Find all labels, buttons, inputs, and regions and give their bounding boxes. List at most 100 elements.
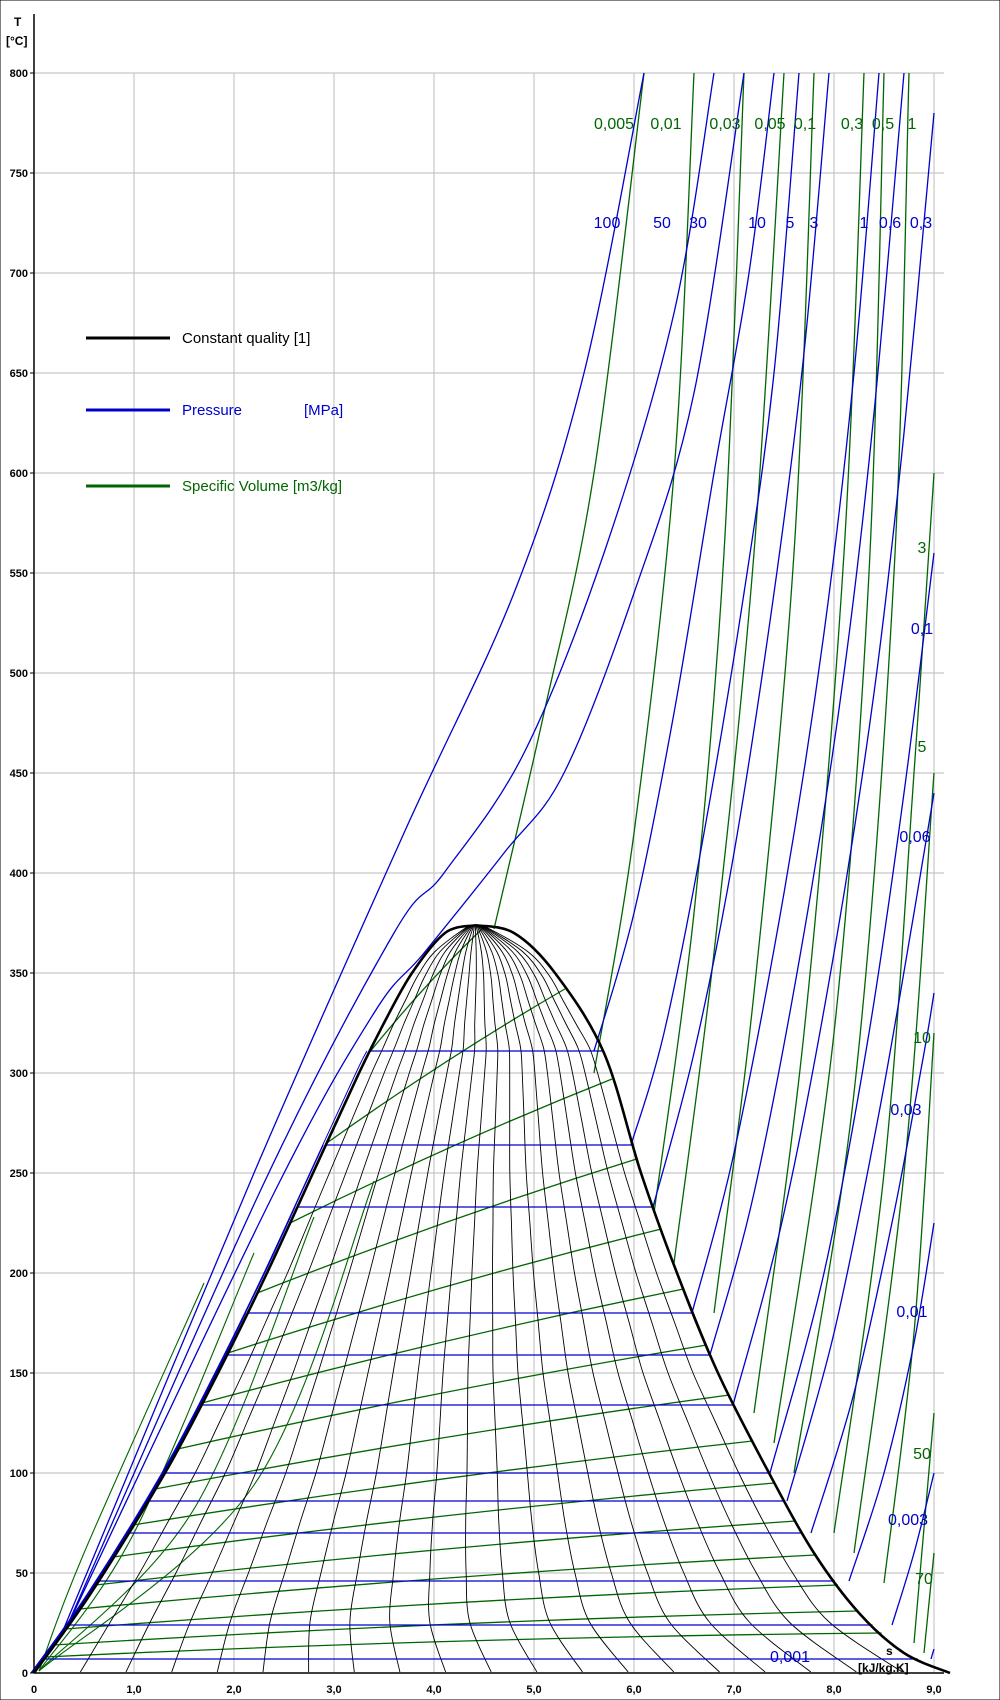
saturation-dome (32, 923, 951, 1675)
quality-line (474, 924, 812, 1673)
isochore-line (593, 72, 695, 1074)
quality-line (349, 924, 476, 1673)
x-tick-label: 1,0 (126, 1684, 141, 1696)
isochore-label: 0,03 (709, 116, 740, 133)
quality-line (428, 924, 477, 1673)
isobar-line (709, 72, 905, 1356)
isobar-line (61, 72, 645, 1634)
quality-line (465, 924, 492, 1673)
isobar-line (63, 72, 715, 1634)
isochore-line (289, 1078, 613, 1224)
isochore-line (713, 72, 815, 1314)
y-tick-label: 300 (10, 1068, 28, 1080)
isochore-line (155, 1394, 730, 1490)
quality-line (171, 924, 476, 1673)
x-tick-label: 7,0 (726, 1684, 741, 1696)
isochore-line (201, 1288, 684, 1404)
quality-line (474, 924, 675, 1673)
x-tick-label: 5,0 (526, 1684, 541, 1696)
isobar-line (810, 992, 935, 1534)
isochore-label: 0,3 (841, 116, 863, 133)
y-axis-unit: [°C] (6, 34, 27, 48)
y-tick-label: 400 (10, 868, 28, 880)
isochore-line (95, 1520, 797, 1586)
legend-label: Constant quality [1] (182, 330, 310, 347)
y-tick-label: 250 (10, 1168, 28, 1180)
quality-line (389, 924, 476, 1673)
isobar-label: 5 (786, 215, 795, 232)
isochore-line (368, 926, 485, 1054)
isobar-label: 0,03 (890, 1102, 921, 1119)
isochore-line (793, 72, 910, 1474)
isobar-line (769, 552, 935, 1474)
quality-line (80, 924, 476, 1673)
legend-unit: [MPa] (304, 402, 343, 419)
isochore-label: 10 (913, 1030, 931, 1047)
isochore-line (326, 988, 566, 1144)
isobar-line (691, 72, 880, 1314)
quality-line (216, 924, 476, 1673)
y-tick-label: 650 (10, 368, 28, 380)
y-tick-label: 200 (10, 1268, 28, 1280)
isobar-line (891, 1472, 935, 1626)
isochore-label: 0,01 (650, 116, 681, 133)
isochore-line (38, 1252, 255, 1672)
legend-item: Constant quality [1] (86, 330, 310, 347)
isochore-line (113, 1482, 775, 1558)
isobar-label: 50 (653, 215, 671, 232)
isochore-line (65, 1584, 839, 1630)
isobar-label: 0,3 (910, 215, 932, 232)
y-tick-label: 50 (16, 1568, 28, 1580)
isochore-label: 5 (918, 739, 927, 756)
quality-line (474, 924, 583, 1673)
quality-line (474, 924, 766, 1673)
quality-line (308, 924, 476, 1673)
isochore-line (132, 1440, 753, 1526)
isochore-line (673, 72, 785, 1264)
y-tick-label: 750 (10, 168, 28, 180)
isochore-line (883, 1032, 935, 1584)
isochore-label: 3 (918, 540, 927, 557)
legend-item: Pressure [MPa] (86, 402, 343, 419)
isobar-label: 0,06 (899, 829, 930, 846)
isobar-line (732, 112, 935, 1406)
isochore-label: 1 (908, 116, 917, 133)
isochore-line (38, 1282, 205, 1672)
x-tick-label: 0 (31, 1684, 37, 1696)
y-tick-label: 600 (10, 468, 28, 480)
legend-label: Specific Volume [m3/kg] (182, 478, 342, 495)
isobar-line (848, 1222, 935, 1582)
isobar-label: 100 (594, 215, 621, 232)
isochore-line (38, 1180, 375, 1672)
isobar-label: 0,001 (770, 1649, 810, 1666)
quality-line (125, 924, 476, 1673)
isobar-line (652, 72, 830, 1208)
y-axis-label: T (14, 15, 22, 29)
pressure-lines (30, 72, 935, 1674)
isochore-label: 50 (913, 1446, 931, 1463)
x-tick-label: 4,0 (426, 1684, 441, 1696)
legend-item: Specific Volume [m3/kg] (86, 478, 342, 495)
isochore-line (227, 1228, 662, 1354)
isochore-label: 0,05 (754, 116, 785, 133)
isobar-label: 0,01 (896, 1304, 927, 1321)
isochore-label: 70 (915, 1571, 933, 1588)
isobar-line (63, 72, 745, 1634)
quality-line (474, 924, 629, 1673)
isobar-label: 0,003 (888, 1512, 928, 1529)
quality-line (474, 924, 720, 1673)
isochore-line (653, 72, 745, 1214)
isochore-line (773, 72, 885, 1444)
isobar-label: 1 (860, 215, 869, 232)
isobar-label: 0,6 (879, 215, 901, 232)
isobar-label: 30 (689, 215, 707, 232)
isochore-line (53, 1610, 858, 1646)
x-tick-label: 9,0 (926, 1684, 941, 1696)
y-tick-label: 450 (10, 768, 28, 780)
isobar-line (593, 72, 775, 1052)
isochore-line (45, 1632, 882, 1658)
x-axis-unit: [kJ/kg.K] (858, 1661, 909, 1675)
quality-line (474, 924, 903, 1673)
isobar-label: 0,1 (911, 621, 933, 638)
